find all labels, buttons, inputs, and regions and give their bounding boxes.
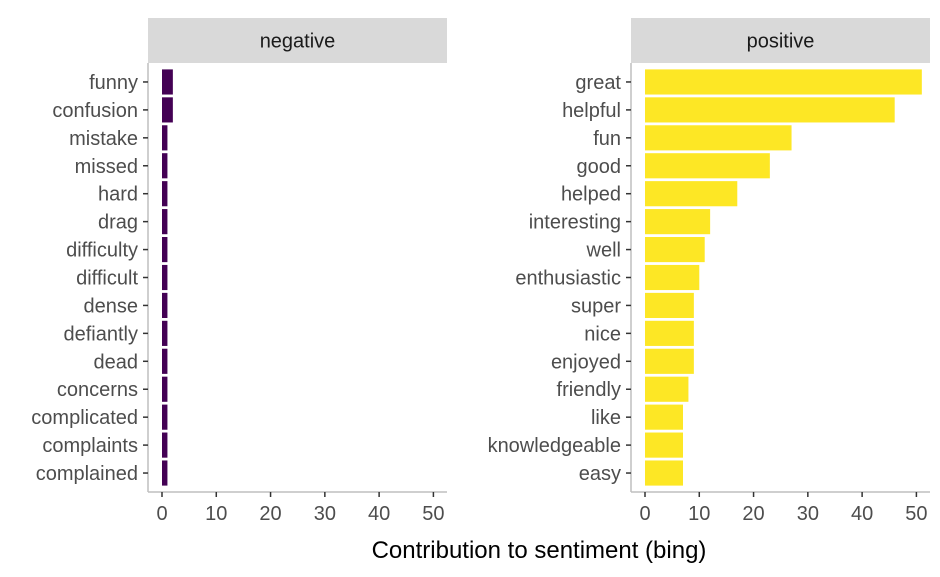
x-tick-label-positive-30: 30 (797, 503, 819, 525)
category-label-negative-concerns: concerns (57, 379, 138, 401)
bar-negative-complained (162, 460, 168, 486)
bar-negative-drag (162, 209, 168, 235)
bar-positive-friendly (645, 376, 689, 402)
category-label-positive-fun: fun (593, 128, 621, 150)
bar-negative-dead (162, 348, 168, 374)
bar-positive-good (645, 153, 770, 179)
bar-positive-helpful (645, 97, 895, 123)
bar-positive-enthusiastic (645, 264, 700, 291)
x-tick-label-positive-0: 0 (639, 503, 650, 525)
x-tick-label-negative-50: 50 (422, 503, 444, 525)
category-label-positive-like: like (591, 407, 621, 429)
x-tick-label-negative-0: 0 (156, 503, 167, 525)
bar-negative-complaints (162, 432, 168, 458)
bar-positive-nice (645, 320, 694, 346)
x-tick-label-positive-40: 40 (851, 503, 873, 525)
category-label-negative-complicated: complicated (31, 407, 138, 429)
x-tick-label-negative-40: 40 (368, 503, 390, 525)
category-label-negative-complained: complained (36, 463, 138, 485)
facet-strip-label-positive: positive (747, 31, 815, 53)
category-label-positive-knowledgeable: knowledgeable (488, 435, 621, 457)
bar-positive-interesting (645, 209, 711, 235)
bar-negative-mistake (162, 125, 168, 151)
bar-positive-easy (645, 460, 683, 486)
category-label-positive-super: super (571, 295, 621, 317)
category-label-negative-dead: dead (94, 351, 139, 373)
category-label-positive-well: well (586, 240, 621, 262)
category-label-negative-missed: missed (75, 156, 138, 178)
bar-negative-funny (162, 69, 173, 95)
category-label-negative-drag: drag (98, 212, 138, 234)
bar-negative-complicated (162, 404, 168, 430)
bar-positive-knowledgeable (645, 432, 683, 458)
category-label-negative-complaints: complaints (42, 435, 138, 457)
x-axis-title: Contribution to sentiment (bing) (372, 537, 707, 564)
facet-strip-label-negative: negative (260, 31, 336, 53)
category-label-positive-friendly: friendly (557, 379, 621, 401)
category-label-positive-enjoyed: enjoyed (551, 351, 621, 373)
bar-positive-enjoyed (645, 348, 694, 374)
facet-strip-positive (631, 18, 930, 63)
category-label-negative-funny: funny (89, 72, 138, 94)
bar-negative-hard (162, 181, 168, 207)
category-label-positive-easy: easy (579, 463, 621, 485)
category-label-positive-nice: nice (584, 323, 621, 345)
bar-negative-missed (162, 153, 168, 179)
x-tick-label-positive-20: 20 (742, 503, 764, 525)
bar-positive-great (645, 69, 922, 95)
facet-positive: positive great helpful fun good helped interes… (488, 18, 930, 525)
bar-positive-fun (645, 125, 792, 151)
category-label-negative-defiantly: defiantly (64, 323, 139, 345)
x-tick-label-positive-50: 50 (905, 503, 927, 525)
bar-positive-super (645, 292, 694, 319)
bar-positive-helped (645, 181, 738, 207)
x-tick-label-positive-10: 10 (688, 503, 710, 525)
bar-negative-difficulty (162, 236, 168, 263)
category-label-negative-difficulty: difficulty (66, 240, 138, 262)
bar-positive-well (645, 236, 705, 263)
bar-negative-difficult (162, 264, 168, 291)
bar-negative-defiantly (162, 320, 168, 346)
x-tick-label-negative-30: 30 (314, 503, 336, 525)
category-label-positive-great: great (575, 72, 621, 94)
category-label-negative-confusion: confusion (52, 100, 138, 122)
bar-negative-concerns (162, 376, 168, 402)
category-label-positive-interesting: interesting (529, 212, 621, 234)
facet-strip-negative (148, 18, 447, 63)
bar-negative-confusion (162, 97, 173, 123)
category-label-positive-good: good (577, 156, 622, 178)
category-label-positive-enthusiastic: enthusiastic (515, 268, 621, 290)
category-label-negative-mistake: mistake (69, 128, 138, 150)
facet-negative: negative funny confusion mistake missed hard d… (31, 18, 447, 525)
category-label-positive-helpful: helpful (562, 100, 621, 122)
x-tick-label-negative-20: 20 (259, 503, 281, 525)
category-label-positive-helped: helped (561, 184, 621, 206)
category-label-negative-dense: dense (84, 295, 139, 317)
bar-positive-like (645, 404, 683, 430)
bar-negative-dense (162, 292, 168, 319)
category-label-negative-difficult: difficult (76, 268, 138, 290)
category-label-negative-hard: hard (98, 184, 138, 206)
x-tick-label-negative-10: 10 (205, 503, 227, 525)
